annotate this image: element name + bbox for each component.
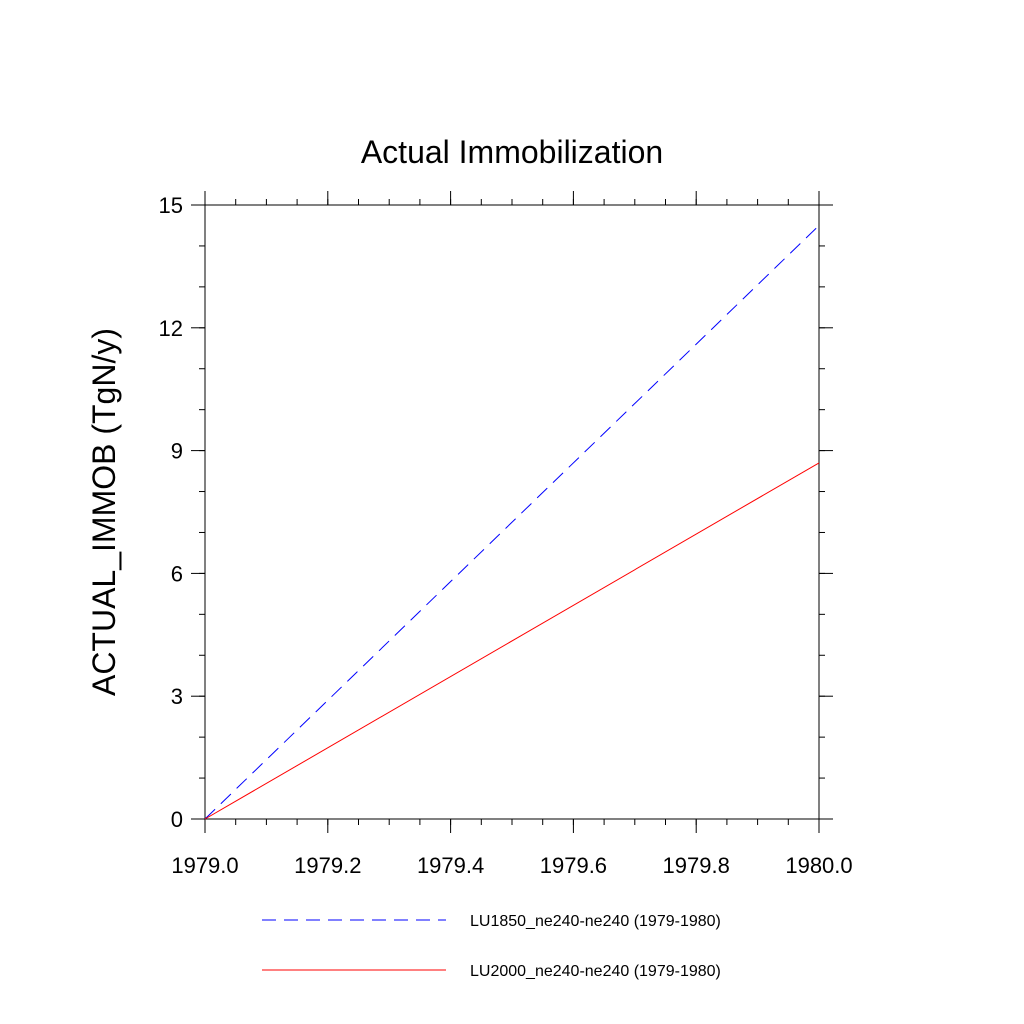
y-tick-label: 12 [159, 316, 183, 341]
chart-title: Actual Immobilization [361, 134, 663, 170]
x-tick-label: 1980.0 [785, 853, 852, 878]
y-tick-label: 6 [171, 561, 183, 586]
y-axis-label: ACTUAL_IMMOB (TgN/y) [86, 328, 122, 696]
series-line-1 [204, 225, 820, 820]
x-tick-label: 1979.8 [663, 853, 730, 878]
y-tick-label: 3 [171, 684, 183, 709]
y-tick-label: 0 [171, 807, 183, 832]
x-tick-label: 1979.4 [417, 853, 484, 878]
axis-ticks [191, 191, 833, 833]
plot-frame [204, 204, 820, 820]
y-tick-label: 15 [159, 193, 183, 218]
legend-label-2: LU2000_ne240-ne240 (1979-1980) [470, 963, 721, 980]
x-tick-label: 1979.6 [540, 853, 607, 878]
legend-label-1: LU1850_ne240-ne240 (1979-1980) [470, 913, 721, 930]
x-tick-label: 1979.2 [294, 853, 361, 878]
series-lines [204, 225, 820, 820]
legend: LU1850_ne240-ne240 (1979-1980) LU2000_ne2… [262, 913, 721, 980]
y-tick-label: 9 [171, 439, 183, 464]
series-line-2 [204, 462, 820, 820]
tick-labels: 1979.0 1979.2 1979.4 1979.6 1979.8 1980.0 0 3 6 9… [159, 193, 853, 878]
x-tick-label: 1979.0 [171, 853, 238, 878]
